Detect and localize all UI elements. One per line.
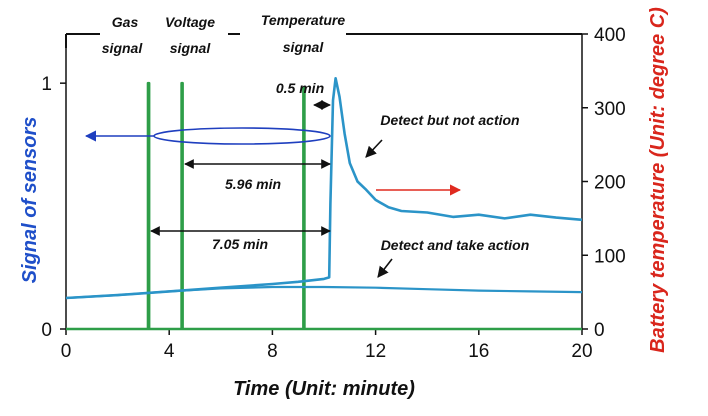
detect-not-action-label: Detect but not action (380, 112, 519, 128)
detect-not-action-pointer (365, 139, 383, 158)
half-min-label: 0.5 min (276, 80, 324, 96)
top-bracket (65, 33, 582, 48)
temperature-signal-label-line2: signal (283, 39, 325, 55)
y-right-tick-label: 0 (594, 320, 605, 341)
x-tick-label: 8 (267, 341, 278, 362)
interval-596-label: 5.96 min (225, 176, 281, 192)
series-group (65, 77, 583, 331)
x-tick-group: 0 4 8 12 16 20 (61, 329, 593, 362)
y-right-tick-group: 0 100 200 300 400 (582, 25, 626, 341)
y-left-tick-label: 1 (41, 74, 52, 95)
interval-705-label: 7.05 min (212, 236, 268, 252)
x-tick-label: 12 (365, 341, 386, 362)
x-tick-label: 16 (468, 341, 489, 362)
y-right-axis-title: Battery temperature (Unit: degree C) (647, 7, 669, 353)
y-right-tick-label: 200 (594, 173, 626, 194)
x-tick-label: 0 (61, 341, 72, 362)
x-tick-label: 4 (164, 341, 175, 362)
gas-signal-label-line1: Gas (112, 14, 139, 30)
y-right-tick-label: 100 (594, 246, 626, 267)
x-axis-title: Time (Unit: minute) (233, 378, 415, 400)
y-right-tick-label: 400 (594, 25, 626, 46)
detect-action-pointer (377, 258, 393, 278)
detect-action-label: Detect and take action (381, 237, 530, 253)
x-tick-label: 20 (571, 341, 592, 362)
sensor-signal-line (66, 81, 582, 331)
temperature-no-action-line (65, 77, 583, 300)
temperature-action-line (65, 285, 583, 300)
y-left-axis-title: Signal of sensors (19, 117, 41, 284)
temperature-signal-label-line1: Temperature (261, 12, 346, 28)
voltage-signal-label-line1: Voltage (165, 14, 215, 30)
voltage-signal-label-line2: signal (170, 40, 212, 56)
gas-signal-label-line2: signal (102, 40, 144, 56)
y-right-tick-label: 300 (594, 99, 626, 120)
y-left-tick-label: 0 (41, 320, 52, 341)
y-left-tick-group: 01 (41, 74, 66, 341)
